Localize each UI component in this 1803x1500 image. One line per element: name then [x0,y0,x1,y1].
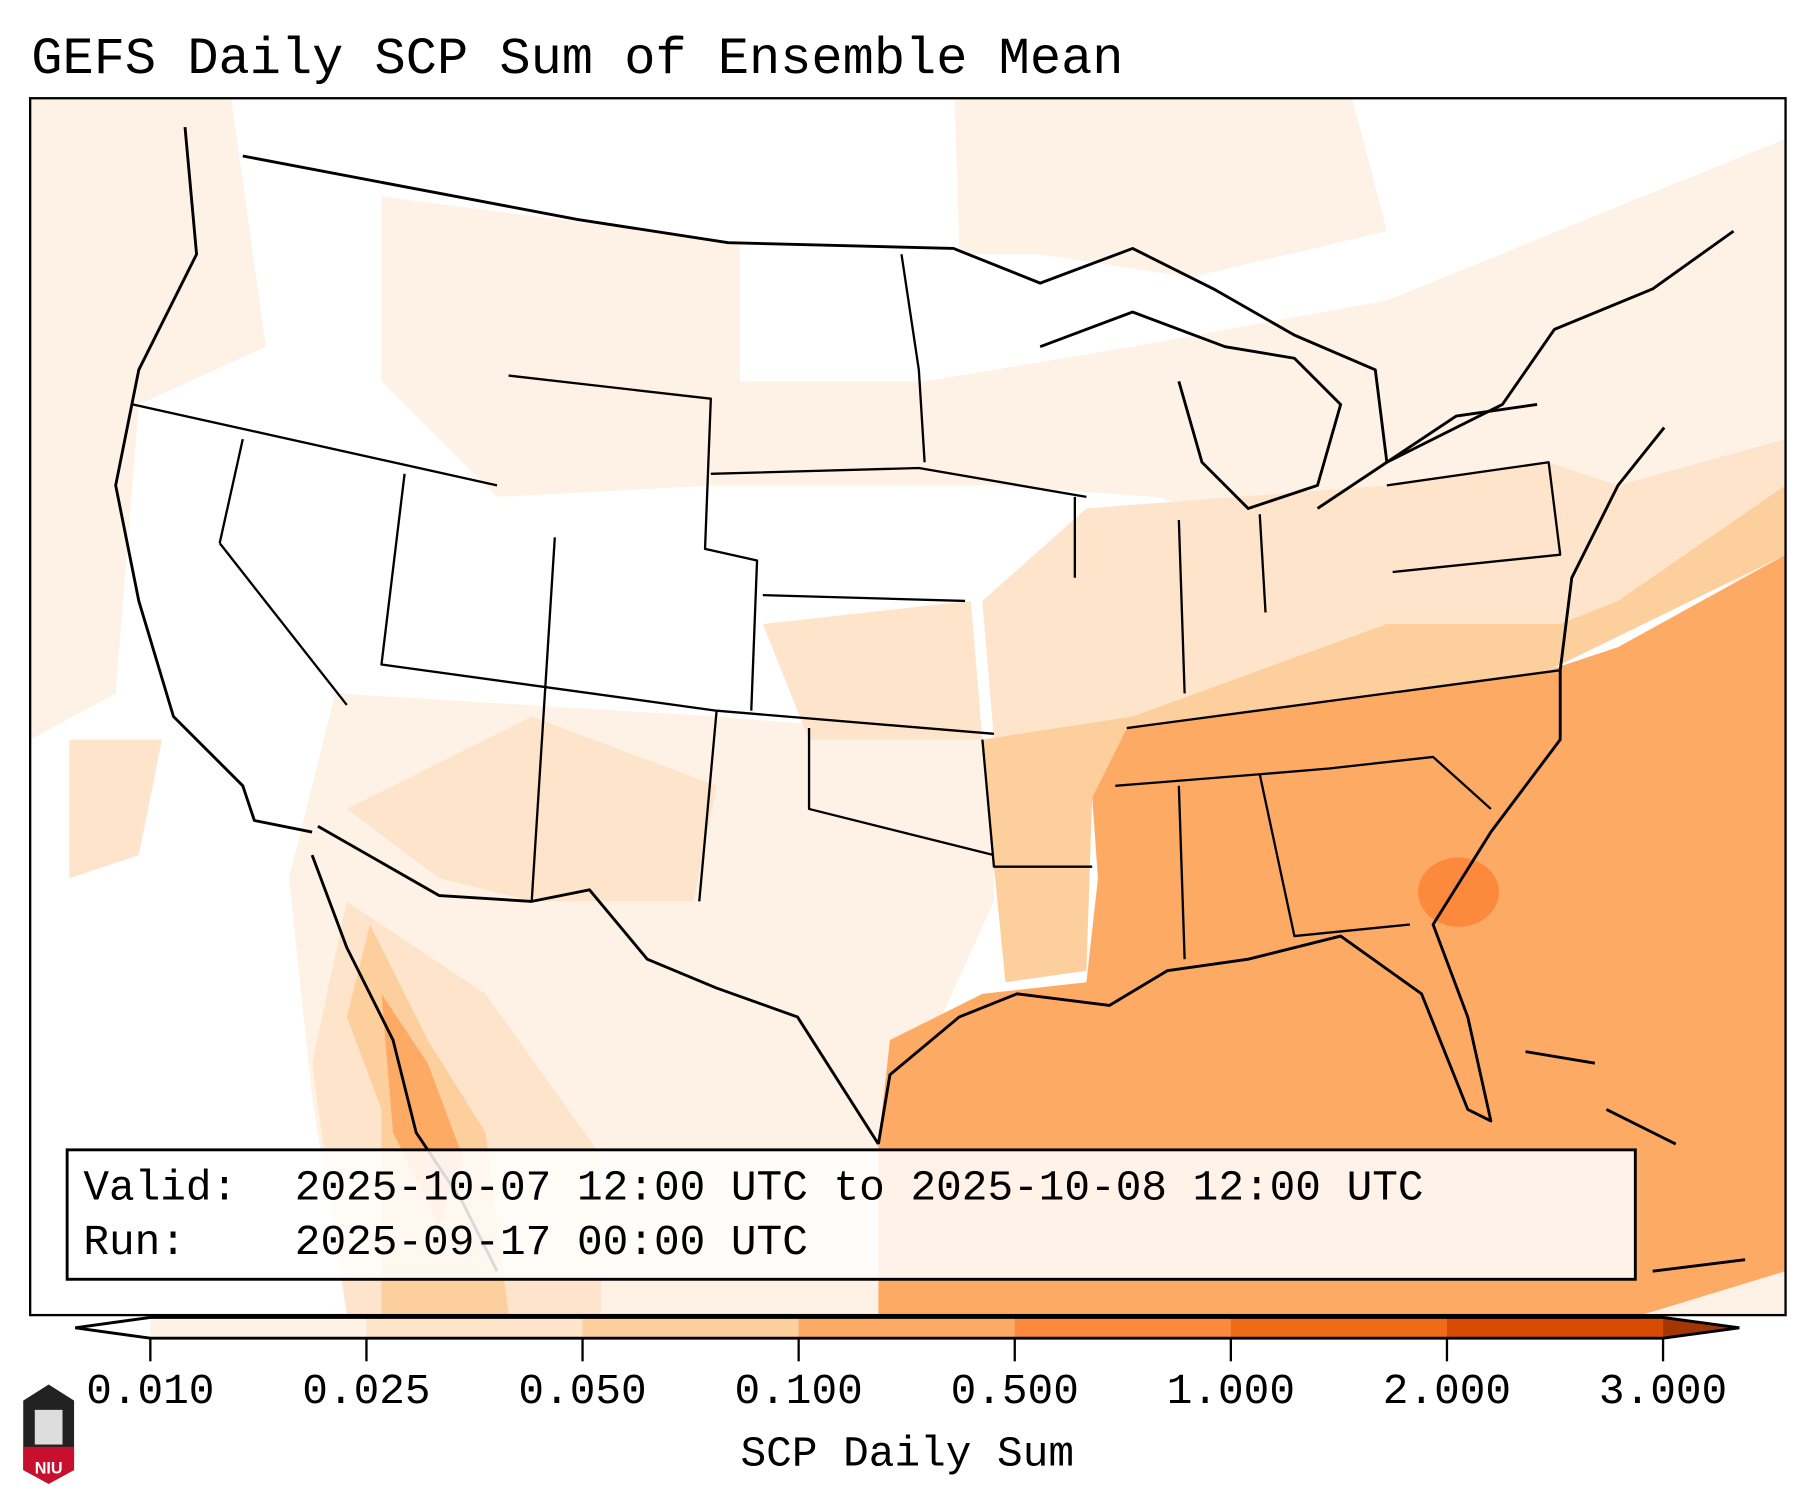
chart-title: GEFS Daily SCP Sum of Ensemble Mean [31,30,1123,89]
map-panel [29,97,1787,1317]
colorbar-tick-label: 0.050 [518,1367,646,1416]
colorbar-over-triangle [1663,1317,1740,1339]
colorbar-tick-label: 0.500 [951,1367,1079,1416]
niu-logo: NIU [23,1384,75,1484]
colorbar-tick-label: 3.000 [1599,1367,1727,1416]
shading-level-5 [1418,857,1499,927]
colorbar-segment [150,1317,368,1339]
run-label: Run: [83,1218,186,1267]
us-west-coast [114,126,313,834]
colorbar-segment [1230,1317,1448,1339]
colorbar-segment [1014,1317,1232,1339]
colorbar-segment [798,1317,1016,1339]
colorbar-tick-label: 1.000 [1167,1367,1295,1416]
great-lakes [1039,310,1538,510]
info-legend-box: Valid: 2025-10-07 12:00 UTC to 2025-10-0… [65,1148,1637,1281]
us-canada-border [242,154,1735,464]
colorbar-label: SCP Daily Sum [741,1429,1075,1478]
colorbar-segment [1446,1317,1664,1339]
logo-text: NIU [35,1459,63,1477]
colorbar-tick-label: 0.025 [302,1367,430,1416]
map-boundaries [114,126,1735,1272]
colorbar-tick-label: 0.100 [735,1367,863,1416]
colorbar-tick-label: 2.000 [1383,1367,1511,1416]
colorbar-under-triangle [75,1317,151,1339]
state-lines [132,254,1562,960]
valid-label: Valid: [83,1164,237,1213]
run-value: 2025-09-17 00:00 UTC [295,1218,808,1267]
us-mexico-border [317,825,880,1145]
colorbar: 0.010 0.025 0.050 0.100 0.500 1.000 2.000 3.000 [75,1315,1740,1416]
colorbar-segment [366,1317,584,1339]
colorbar-segment [582,1317,800,1339]
islands [1525,1050,1746,1273]
colorbar-tick-label: 0.010 [86,1367,214,1416]
valid-value: 2025-10-07 12:00 UTC to 2025-10-08 12:00… [295,1164,1424,1213]
